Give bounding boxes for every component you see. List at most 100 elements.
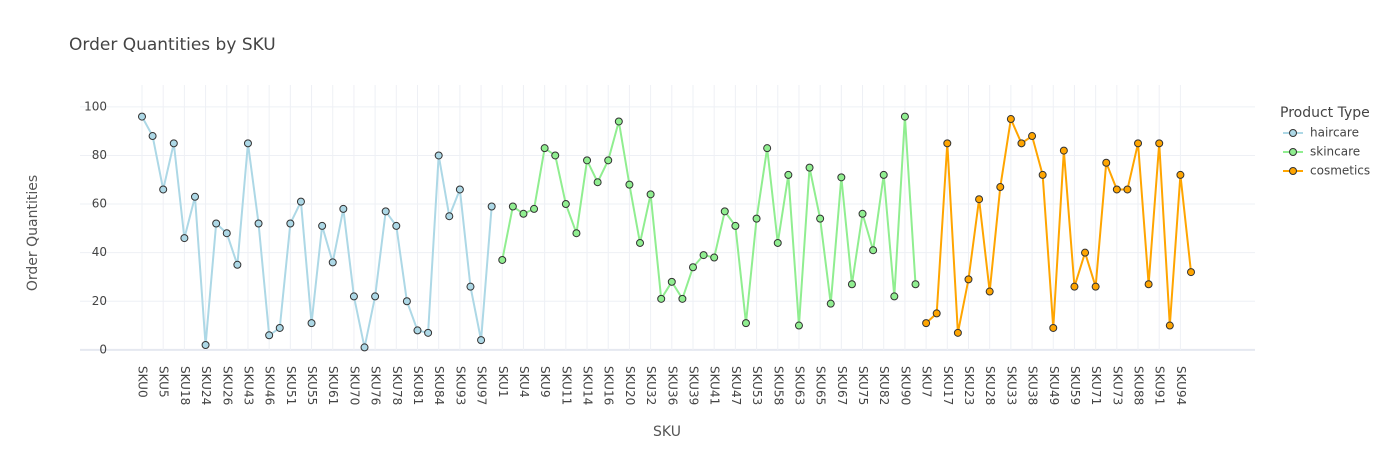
point — [720, 207, 729, 216]
point — [498, 255, 507, 264]
point — [1144, 280, 1153, 289]
x-tick-label: SKU82 — [877, 366, 891, 405]
x-tick-label: SKU33 — [1004, 366, 1018, 405]
series-line — [141, 116, 493, 348]
x-tick-label: SKU26 — [220, 366, 234, 405]
point — [519, 209, 528, 218]
x-tick-label: SKU90 — [898, 366, 912, 405]
x-tick-label: SKU81 — [411, 366, 425, 405]
x-tick-label: SKU7 — [920, 366, 934, 398]
legend-label: cosmetics — [1310, 164, 1370, 178]
point — [741, 319, 750, 328]
point — [254, 219, 263, 228]
x-tick-label: SKU36 — [665, 366, 679, 405]
point — [678, 294, 687, 303]
point — [604, 156, 613, 165]
point — [159, 185, 168, 194]
x-tick-label: SKU55 — [305, 366, 319, 405]
x-tick-label: SKU4 — [517, 366, 531, 398]
x-tick-label: SKU17 — [941, 366, 955, 405]
x-tick-label: SKU20 — [623, 366, 637, 405]
point — [233, 260, 242, 269]
point — [1091, 282, 1100, 291]
point — [222, 229, 231, 238]
point — [572, 229, 581, 238]
x-tick-label: SKU67 — [835, 366, 849, 405]
point — [1112, 185, 1121, 194]
point — [318, 221, 327, 230]
point — [593, 178, 602, 187]
x-tick-label: SKU16 — [602, 366, 616, 405]
y-tick-label: 0 — [99, 342, 107, 356]
point — [1187, 268, 1196, 277]
point — [561, 200, 570, 209]
point — [847, 280, 856, 289]
point — [879, 170, 888, 179]
x-tick-label: SKU71 — [1089, 366, 1103, 405]
point — [688, 263, 697, 272]
x-tick-label: SKU28 — [983, 366, 997, 405]
point — [328, 258, 337, 267]
point — [953, 328, 962, 337]
point — [360, 343, 369, 352]
x-tick-label: SKU24 — [199, 366, 213, 405]
point — [636, 238, 645, 247]
x-tick-label: SKU76 — [369, 366, 383, 405]
point — [932, 309, 941, 318]
point — [1017, 139, 1026, 148]
x-tick-label: SKU47 — [729, 366, 743, 405]
point — [837, 173, 846, 182]
x-tick-label: SKU97 — [475, 366, 489, 405]
x-tick-label: SKU9 — [538, 366, 552, 398]
point — [869, 246, 878, 255]
x-tick-label: SKU94 — [1174, 366, 1188, 405]
point — [339, 204, 348, 213]
point — [148, 132, 157, 141]
y-tick-label: 20 — [92, 294, 107, 308]
point — [858, 209, 867, 218]
x-tick-label: SKU70 — [347, 366, 361, 405]
x-tick-label: SKU18 — [178, 366, 192, 405]
point — [816, 214, 825, 223]
series-line — [501, 116, 917, 326]
point — [911, 280, 920, 289]
x-tick-label: SKU75 — [856, 366, 870, 405]
x-tick-label: SKU73 — [1110, 366, 1124, 405]
point — [445, 212, 454, 221]
point — [1028, 132, 1037, 141]
x-tick-label: SKU11 — [559, 366, 573, 405]
legend-swatch — [1289, 167, 1297, 175]
point — [413, 326, 422, 335]
y-tick-label: 60 — [92, 197, 107, 211]
point — [805, 163, 814, 172]
series-line — [925, 115, 1192, 334]
x-tick-label: SKU43 — [241, 366, 255, 405]
x-tick-label: SKU65 — [814, 366, 828, 405]
point — [1049, 323, 1058, 332]
legend-swatch — [1289, 129, 1297, 137]
point — [424, 328, 433, 337]
point — [201, 340, 210, 349]
point — [349, 292, 358, 301]
point — [1176, 170, 1185, 179]
point — [381, 207, 390, 216]
point — [922, 319, 931, 328]
x-tick-label: SKU14 — [581, 366, 595, 405]
x-tick-label: SKU59 — [1068, 366, 1082, 405]
point — [1081, 248, 1090, 257]
y-tick-label: 40 — [92, 245, 107, 259]
point — [551, 151, 560, 160]
point — [773, 238, 782, 247]
legend-label: haircare — [1310, 126, 1359, 140]
point — [286, 219, 295, 228]
x-tick-label: SKU41 — [708, 366, 722, 405]
point — [1038, 170, 1047, 179]
x-tick-label: SKU93 — [453, 366, 467, 405]
point — [243, 139, 252, 148]
point — [667, 277, 676, 286]
x-axis-title: SKU — [653, 424, 681, 440]
point — [1102, 158, 1111, 167]
point — [1059, 146, 1068, 155]
point — [540, 144, 549, 153]
